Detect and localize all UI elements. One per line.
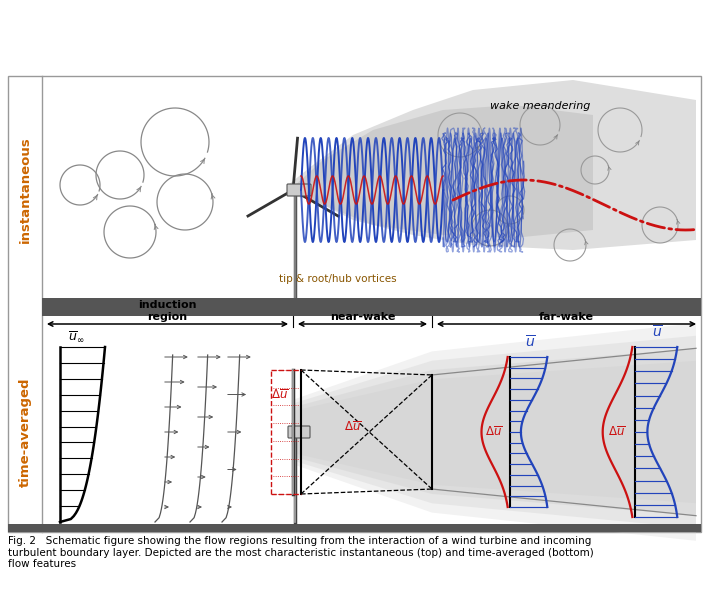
Text: induction
region: induction region bbox=[138, 300, 197, 322]
Text: $\Delta\overline{u}$: $\Delta\overline{u}$ bbox=[485, 425, 502, 439]
FancyBboxPatch shape bbox=[287, 184, 311, 196]
Polygon shape bbox=[293, 349, 696, 516]
Text: far-wake: far-wake bbox=[539, 312, 594, 322]
Text: tip & root/hub vortices: tip & root/hub vortices bbox=[279, 274, 397, 284]
Bar bbox=[8, 524, 701, 532]
Bar bbox=[42, 304, 701, 316]
Text: $\overline{u}_\infty$: $\overline{u}_\infty$ bbox=[68, 330, 84, 344]
Text: $\Delta\overline{u}$: $\Delta\overline{u}$ bbox=[608, 425, 625, 439]
Text: instantaneous: instantaneous bbox=[18, 137, 31, 243]
Polygon shape bbox=[293, 323, 696, 541]
Polygon shape bbox=[293, 105, 593, 238]
Text: near-wake: near-wake bbox=[330, 312, 395, 322]
Text: $\Delta\overline{u}$: $\Delta\overline{u}$ bbox=[272, 388, 289, 402]
Text: wake meandering: wake meandering bbox=[490, 101, 590, 111]
Bar bbox=[8, 76, 701, 532]
Text: $\overline{u}$: $\overline{u}$ bbox=[525, 335, 535, 351]
Polygon shape bbox=[293, 361, 696, 503]
Bar bbox=[42, 298, 701, 304]
Text: $\overline{u}$: $\overline{u}$ bbox=[652, 325, 662, 341]
FancyBboxPatch shape bbox=[288, 426, 310, 438]
Polygon shape bbox=[293, 336, 696, 528]
Text: time-averaged: time-averaged bbox=[18, 378, 31, 487]
Text: Fig. 2   Schematic figure showing the flow regions resulting from the interactio: Fig. 2 Schematic figure showing the flow… bbox=[8, 536, 593, 569]
Text: $\Delta\overline{u}$: $\Delta\overline{u}$ bbox=[344, 420, 362, 434]
Polygon shape bbox=[288, 80, 696, 250]
